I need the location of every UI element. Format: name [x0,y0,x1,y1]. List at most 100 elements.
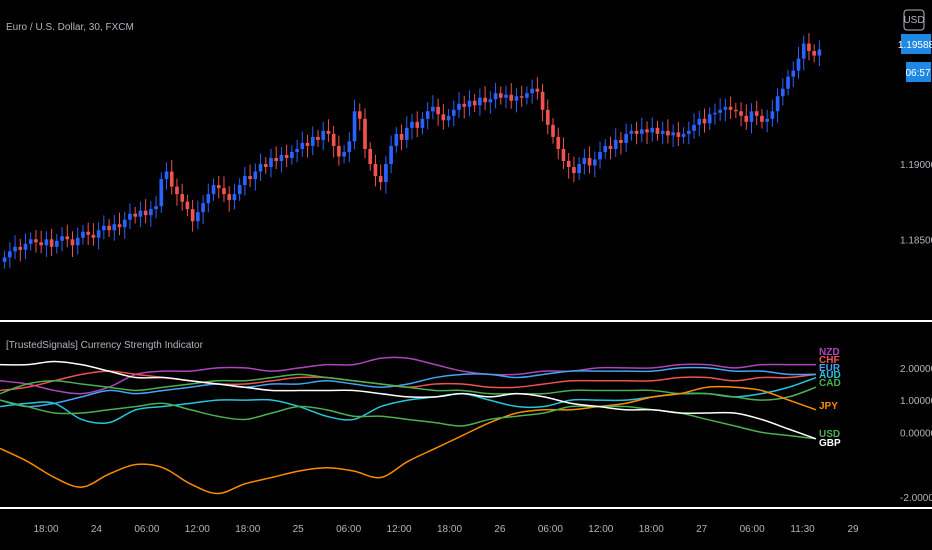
candle-body [373,164,378,177]
candle [446,109,451,128]
time-tick-label: 18:00 [33,524,58,535]
candle [2,250,7,269]
candle-body [566,160,571,168]
candle-body [316,136,320,140]
candle [180,183,185,211]
candle [791,61,796,88]
candle-body [707,114,712,124]
candle-body [86,231,91,235]
candle-body [269,157,273,168]
time-tick-label: 24 [91,524,103,535]
candle [384,156,388,194]
candle-body [639,129,644,134]
candle-body [133,213,138,217]
indicator-pane[interactable]: [TrustedSignals] Currency Strength Indic… [0,340,932,504]
candle-body [723,106,728,110]
candle [765,109,769,133]
candle-body [112,224,117,231]
candle-body [514,96,519,101]
candle [279,146,284,173]
candle-body [28,239,33,244]
candle [404,116,409,148]
candle [258,153,263,181]
candle [190,199,195,232]
candle-body [608,145,613,149]
candle-body [23,243,28,250]
candle-body [122,219,127,228]
candle-body [577,164,581,174]
price-axis[interactable]: USD 1.19588 06:57 1.19000 1.18500 [898,9,932,246]
legend-nzd: NZD [819,347,840,358]
candle-body [728,106,733,110]
candle-body [128,213,132,220]
strength-line-jpy [0,385,817,495]
candle [530,79,534,104]
candle [44,231,49,257]
time-axis[interactable]: 18:00 24 06:00 12:00 18:00 25 06:00 12:00 18:00 2… [33,524,859,535]
candle [389,135,393,174]
candle [112,215,117,241]
candle [483,86,487,111]
candle-body [545,109,550,125]
candle [566,153,571,179]
candle-body [498,93,503,98]
candle [728,96,733,119]
candle [754,100,759,125]
candle-body [410,121,414,128]
time-tick-label: 18:00 [639,524,664,535]
candle [415,111,420,138]
candle-body [655,127,660,134]
candle-body [598,151,602,160]
candle-body [290,151,294,158]
candle [316,130,320,147]
candle [561,137,566,169]
candle [357,103,362,131]
candle-body [645,129,649,133]
candle-body [175,186,179,195]
price-tick-label: 1.19000 [900,160,932,171]
candle-body [305,142,310,146]
currency-button[interactable] [903,9,925,31]
candle [117,212,122,236]
candle-body [650,127,655,133]
candle-body [425,111,430,119]
candle-body [744,115,749,122]
candle [598,141,602,169]
candle [378,164,383,191]
time-tick-label: 27 [696,524,708,535]
candle-body [718,109,722,113]
candle [290,145,294,165]
candle [337,135,341,166]
candle [70,231,75,257]
time-tick-label: 18:00 [437,524,462,535]
candle [363,108,367,159]
candle [133,206,138,224]
candle [817,40,822,66]
candle [263,157,268,174]
candle-body [60,236,64,241]
candle-body [629,130,634,134]
candle-body [44,239,49,246]
legend-gbp: GBP [819,438,841,449]
candle [592,151,597,178]
candle [284,144,289,168]
candle [457,92,461,118]
candle [49,228,54,257]
candle-body [169,171,174,187]
candle-body [436,106,440,115]
candle-body [394,133,399,146]
candle [801,35,806,71]
candle [39,230,43,254]
candle [352,99,357,150]
candle [472,93,477,113]
candle-body [681,133,686,137]
time-tick-label: 06:00 [336,524,361,535]
price-pane[interactable]: Euro / U.S. Dollar, 30, FXCM [2,22,822,269]
candle-body [368,148,373,164]
candle [666,119,670,144]
candle-body [107,225,111,231]
price-badge-label: 1.19588 [898,40,932,51]
candle-body [509,94,514,101]
